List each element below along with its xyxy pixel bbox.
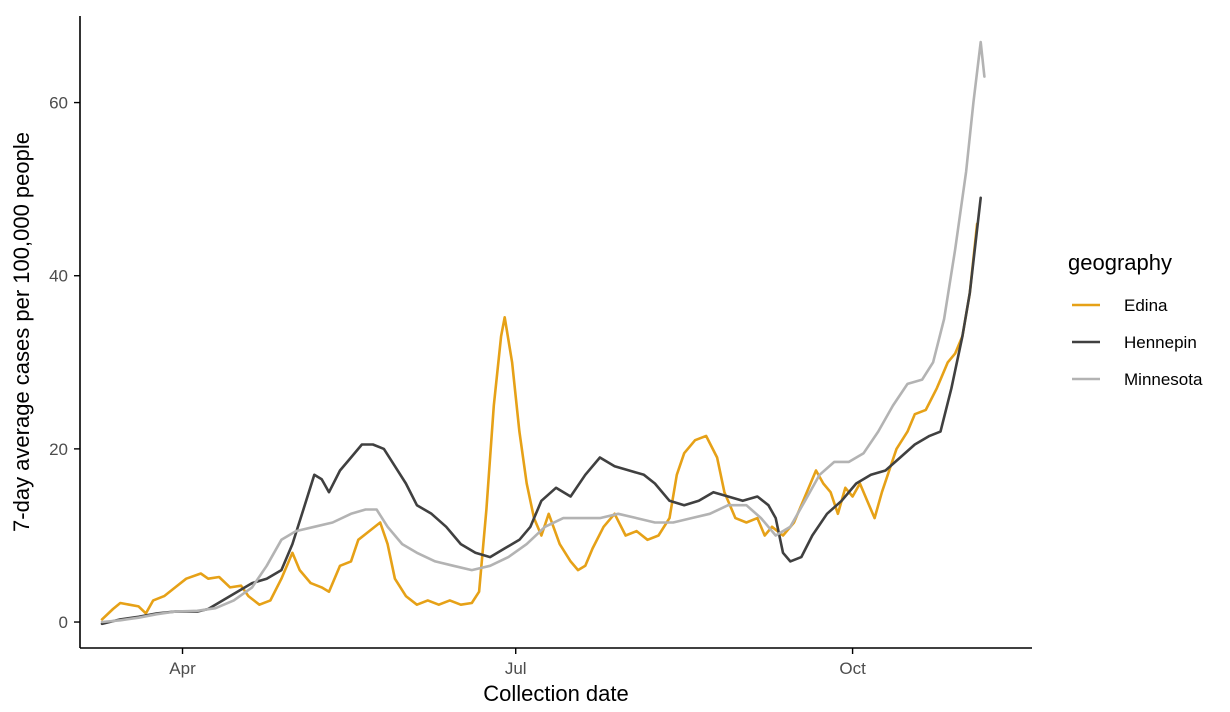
y-tick-label: 40 — [49, 267, 68, 286]
y-axis-title: 7-day average cases per 100,000 people — [9, 132, 34, 532]
y-tick-label: 20 — [49, 440, 68, 459]
legend-label-minnesota: Minnesota — [1124, 370, 1203, 389]
x-tick-label: Apr — [169, 659, 196, 678]
y-tick-label: 60 — [49, 94, 68, 113]
series-line-minnesota — [100, 40, 986, 624]
y-tick-label: 0 — [59, 613, 68, 632]
legend: geography Edina Hennepin Minnesota — [1068, 250, 1203, 389]
x-ticks: Apr Jul Oct — [169, 648, 866, 678]
x-tick-label: Oct — [839, 659, 866, 678]
x-axis-title: Collection date — [483, 681, 629, 706]
series-layer — [100, 40, 986, 626]
legend-label-hennepin: Hennepin — [1124, 333, 1197, 352]
plot-area: 0 20 40 60 Apr Jul Oct — [49, 16, 1032, 678]
legend-items: Edina Hennepin Minnesota — [1072, 296, 1203, 389]
series-line-edina — [100, 222, 979, 621]
legend-label-edina: Edina — [1124, 296, 1168, 315]
series-line-hennepin — [100, 196, 982, 626]
x-tick-label: Jul — [505, 659, 527, 678]
y-ticks: 0 20 40 60 — [49, 94, 80, 632]
legend-title: geography — [1068, 250, 1172, 275]
